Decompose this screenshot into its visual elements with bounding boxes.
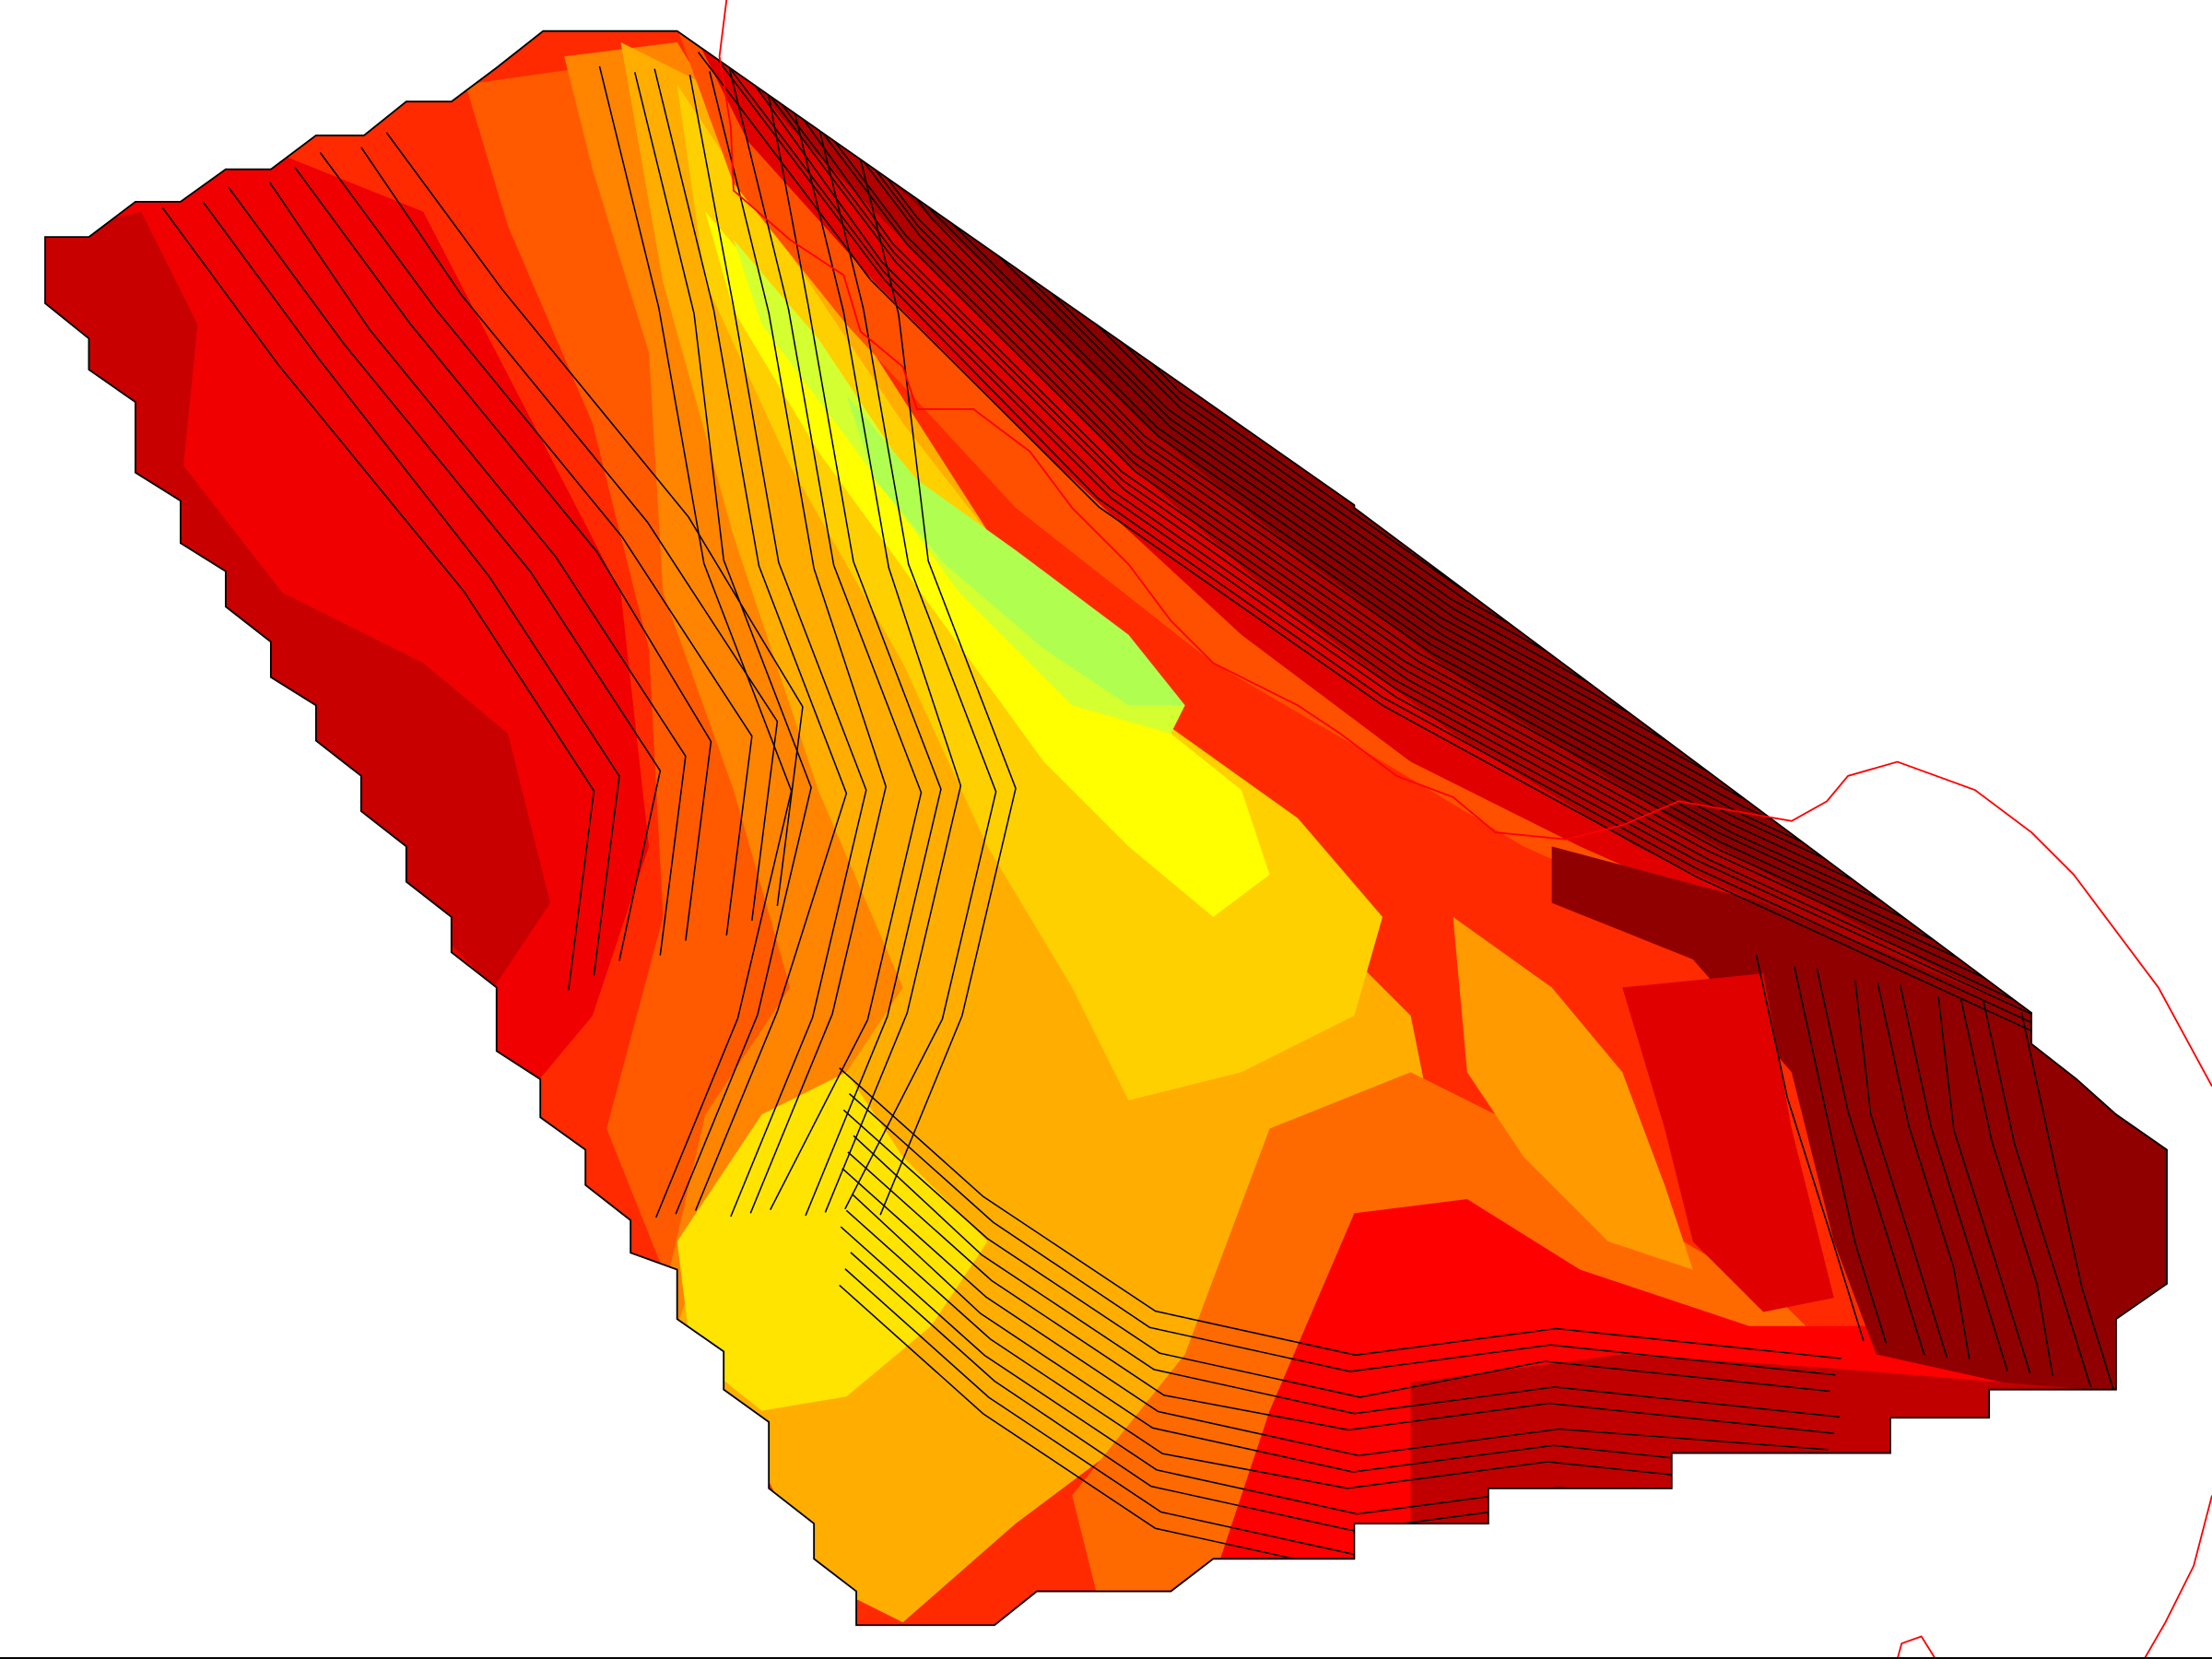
contour-line: [709, 71, 888, 1214]
contour-line: [847, 1151, 1834, 1434]
contour-line: [841, 1168, 1829, 1457]
contour-line: [1794, 966, 1888, 1344]
contour-line: [360, 147, 779, 921]
contour-line: [722, 30, 2048, 999]
contour-line: [845, 1209, 1833, 1493]
contour-line: [385, 132, 804, 907]
contour-line: [698, 52, 2040, 1035]
contour-line: [848, 1092, 1836, 1376]
contour-line: [653, 68, 848, 1211]
contour-line: [634, 72, 812, 1215]
contour-line: [838, 73, 1017, 1216]
contour-line: [724, 43, 2051, 1018]
contour-line: [688, 74, 867, 1218]
contour-line: [747, 30, 2073, 982]
contour-line: [803, 66, 997, 1210]
contour-line: [319, 152, 753, 935]
contour-line: [734, 30, 2061, 991]
contour-line: [763, 74, 942, 1217]
contour-line: [839, 1067, 1841, 1359]
contour-line: [1816, 969, 1925, 1356]
contour-line: [1959, 998, 2053, 1376]
plot-frame: [0, 1657, 2212, 1659]
contour-fill-green: [846, 394, 1185, 706]
contour-line: [746, 30, 2072, 972]
contour-line: [268, 182, 687, 956]
contour-line: [783, 70, 962, 1213]
contour-line: [733, 30, 2059, 982]
contour-fill-e-orange: [1453, 916, 1693, 1270]
contour-line: [161, 206, 595, 991]
contour-line: [1937, 996, 2031, 1374]
contour-line: [853, 1135, 1840, 1418]
contour-line: [294, 167, 712, 941]
contour-line: [723, 34, 2049, 1008]
region-outline: [44, 29, 2168, 1627]
contour-line: [851, 1193, 1839, 1477]
contour-fill-e-darkred: [1551, 846, 2168, 1397]
contour-line: [728, 67, 923, 1211]
contour-line: [712, 52, 2038, 1026]
boundary-line: [718, 0, 2212, 1088]
contour-line: [1755, 955, 1865, 1342]
contour-line: [735, 30, 2062, 1000]
contour-line: [598, 65, 793, 1218]
contour-line: [710, 42, 2036, 1018]
boundary-line-south: [1896, 1495, 2212, 1659]
contour-line: [1877, 982, 1971, 1360]
contour-line: [1899, 984, 2008, 1371]
contour-line: [228, 186, 662, 961]
contour-line: [842, 1109, 1830, 1398]
contour-fill-e-red: [1622, 973, 1834, 1312]
contour-line: [2020, 1012, 2114, 1390]
contour-line: [1853, 980, 1947, 1358]
contour-line: [202, 201, 620, 976]
contour-line: [1983, 1000, 2092, 1388]
contour-fill-darkred: [44, 211, 550, 988]
